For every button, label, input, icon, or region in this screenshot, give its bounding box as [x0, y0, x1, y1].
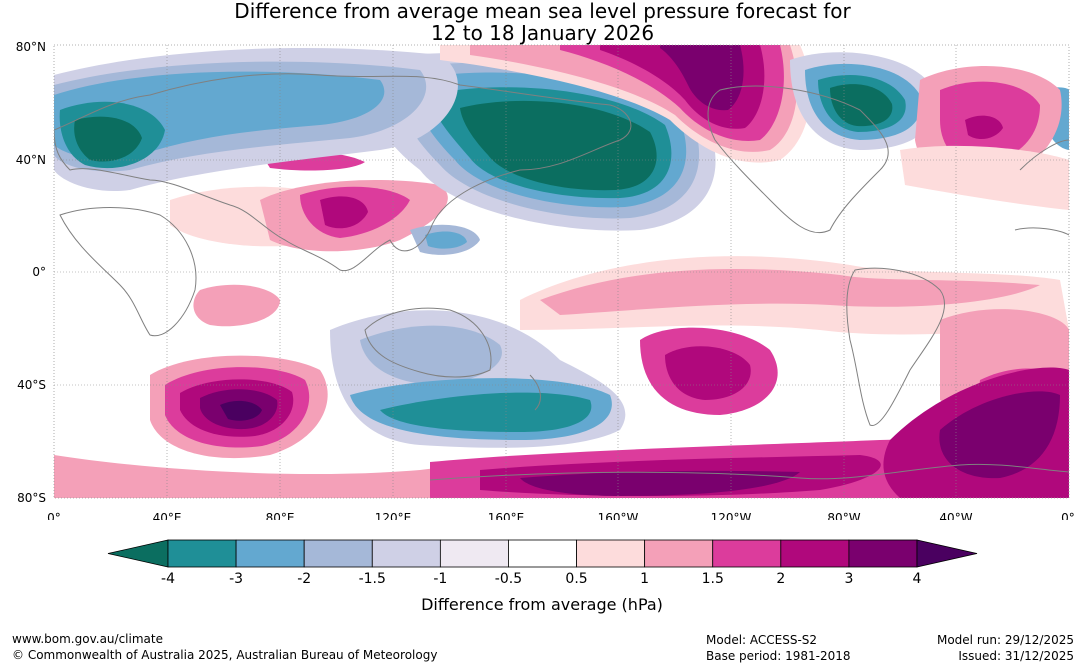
lat-label: 40°S — [17, 378, 46, 392]
map-title-line2: 12 to 18 January 2026 — [430, 21, 655, 45]
south-indian-ocean-high — [150, 355, 328, 459]
colorbar-cell — [107, 539, 169, 568]
coastlines — [54, 73, 1069, 481]
lat-label: 0° — [32, 265, 46, 279]
base-period: Base period: 1981-2018 — [706, 649, 851, 663]
colorbar-tick-label: -0.5 — [495, 571, 522, 587]
colorbar-cell — [167, 539, 237, 568]
lon-label: 160°E — [488, 511, 525, 520]
colorbar-cell — [780, 539, 850, 568]
colorbar-cell — [508, 539, 577, 568]
colorbar-cell — [644, 539, 714, 568]
colorbar-cell — [916, 539, 978, 568]
copyright-text: © Commonwealth of Australia 2025, Austra… — [12, 648, 438, 662]
colorbar-cell — [439, 539, 509, 568]
model-name: Model: ACCESS-S2 — [706, 633, 818, 647]
colorbar-tick-label: -1 — [433, 571, 447, 587]
lon-label: 120°E — [375, 511, 412, 520]
map-frame — [53, 44, 1070, 499]
lon-label: 160°W — [598, 511, 639, 520]
north-america-negative-anomaly — [790, 52, 1069, 150]
pressure-anomaly-map: 80°N 40°N 0° 40°S 80°S 0° 40°E 80°E 120°… — [16, 40, 1075, 520]
lon-label: 0° — [47, 511, 61, 520]
southern-ocean-positive-band — [54, 367, 1069, 498]
colorbar-tick-label: -4 — [161, 571, 175, 587]
lat-label: 80°N — [16, 40, 46, 54]
graticule — [54, 45, 1069, 498]
lon-label: 80°E — [266, 511, 295, 520]
longitude-labels: 0° 40°E 80°E 120°E 160°E 160°W 120°W 80°… — [47, 511, 1075, 520]
lon-label: 80°W — [827, 511, 860, 520]
lon-label: 40°E — [153, 511, 182, 520]
website-link[interactable]: www.bom.gov.au/climate — [12, 632, 163, 646]
lon-label: 40°W — [939, 511, 972, 520]
colorbar-cells — [107, 539, 978, 568]
issued-date: Issued: 31/12/2025 — [958, 649, 1074, 663]
colorbar-tick-label: 3 — [844, 571, 853, 587]
colorbar-tick-label: 1.5 — [702, 571, 724, 587]
colorbar-cell — [303, 539, 373, 568]
eurasia-negative-anomaly — [54, 47, 458, 191]
lon-label: 0° — [1061, 511, 1075, 520]
australia-negative-anomaly — [330, 224, 626, 448]
colorbar-ticks: -4 -3 -2 -1.5 -1 -0.5 0.5 1 1.5 2 3 4 — [161, 571, 922, 587]
lat-label: 80°S — [17, 491, 46, 505]
colorbar-cell — [848, 539, 918, 568]
colorbar-tick-label: 1 — [640, 571, 649, 587]
colorbar-cell — [235, 539, 305, 568]
latitude-labels: 80°N 40°N 0° 40°S 80°S — [16, 40, 46, 505]
arctic-positive-anomaly — [440, 45, 811, 163]
lon-label: 120°W — [711, 511, 752, 520]
lat-label: 40°N — [16, 153, 46, 167]
north-pacific-negative-anomaly — [360, 52, 716, 231]
colorbar-cell — [576, 539, 646, 568]
north-atlantic-positive-anomaly — [900, 66, 1069, 210]
model-run-date: Model run: 29/12/2025 — [936, 633, 1074, 647]
colorbar-tick-label: -3 — [229, 571, 243, 587]
map-title-line1: Difference from average mean sea level p… — [234, 0, 851, 23]
colorbar-tick-label: 0.5 — [565, 571, 587, 587]
colorbar-tick-label: -2 — [297, 571, 311, 587]
colorbar-tick-label: 4 — [913, 571, 922, 587]
south-pacific-positive-anomaly — [640, 327, 778, 415]
colorbar-tick-label: -1.5 — [359, 571, 386, 587]
anomaly-fields — [54, 45, 1069, 498]
colorbar-tick-label: 2 — [776, 571, 785, 587]
colorbar-label: Difference from average (hPa) — [421, 595, 663, 614]
colorbar-cell — [712, 539, 782, 568]
colorbar-cell — [371, 539, 441, 568]
tropics-positive-region — [170, 186, 1069, 470]
colorbar: -4 -3 -2 -1.5 -1 -0.5 0.5 1 1.5 2 3 4 Difference fr… — [107, 539, 978, 614]
